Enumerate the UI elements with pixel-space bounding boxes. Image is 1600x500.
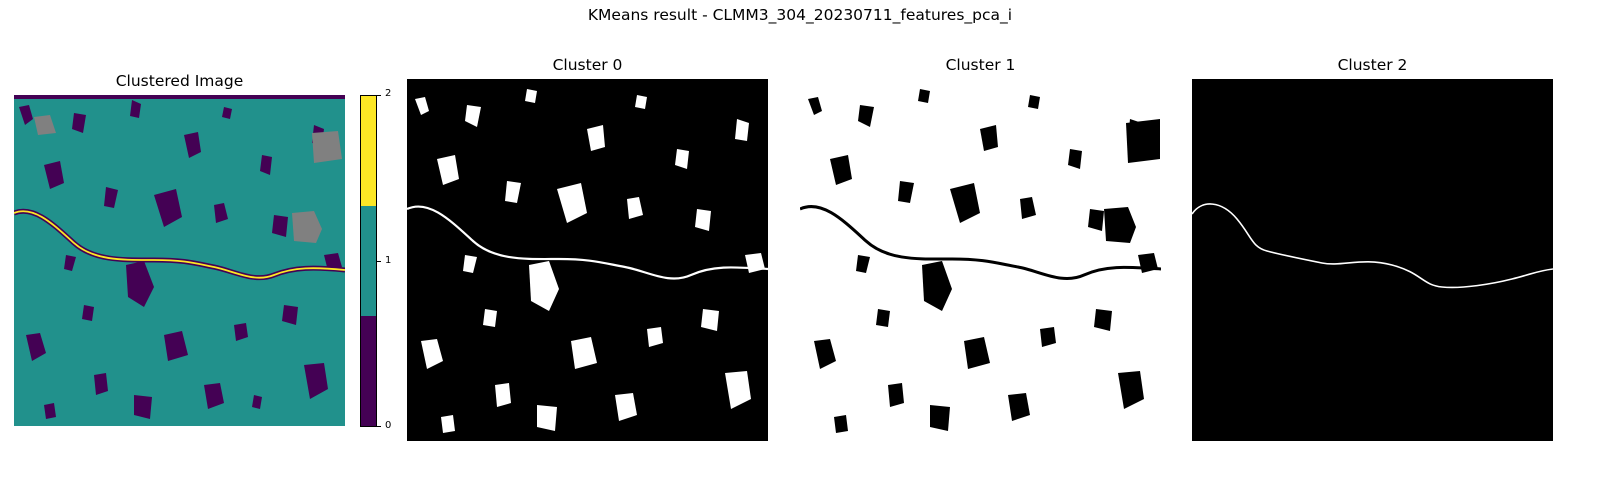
- colorbar-segment-0: [361, 316, 376, 426]
- colorbar-tickmark-1: [377, 261, 381, 262]
- cluster-1-mask: [800, 79, 1161, 441]
- cluster-0-mask: [407, 79, 768, 441]
- cluster-2-title: Cluster 2: [1337, 56, 1408, 74]
- colorbar-tickmark-2: [377, 95, 381, 96]
- cluster-2-mask: [1192, 79, 1553, 441]
- cluster-0-title: Cluster 0: [552, 56, 623, 74]
- colorbar-segment-2: [361, 96, 376, 206]
- colorbar: [360, 95, 377, 427]
- colorbar-tick-0: 0: [385, 420, 392, 431]
- cluster-1-title: Cluster 1: [945, 56, 1016, 74]
- figure-title: KMeans result - CLMM3_304_20230711_featu…: [587, 6, 1013, 24]
- colorbar-tick-1: 1: [385, 255, 392, 266]
- clustered-image-title: Clustered Image: [115, 72, 244, 90]
- clustered-image: [14, 95, 345, 426]
- colorbar-segment-1: [361, 205, 376, 316]
- colorbar-tick-2: 2: [385, 88, 392, 99]
- colorbar-tickmark-0: [377, 426, 381, 427]
